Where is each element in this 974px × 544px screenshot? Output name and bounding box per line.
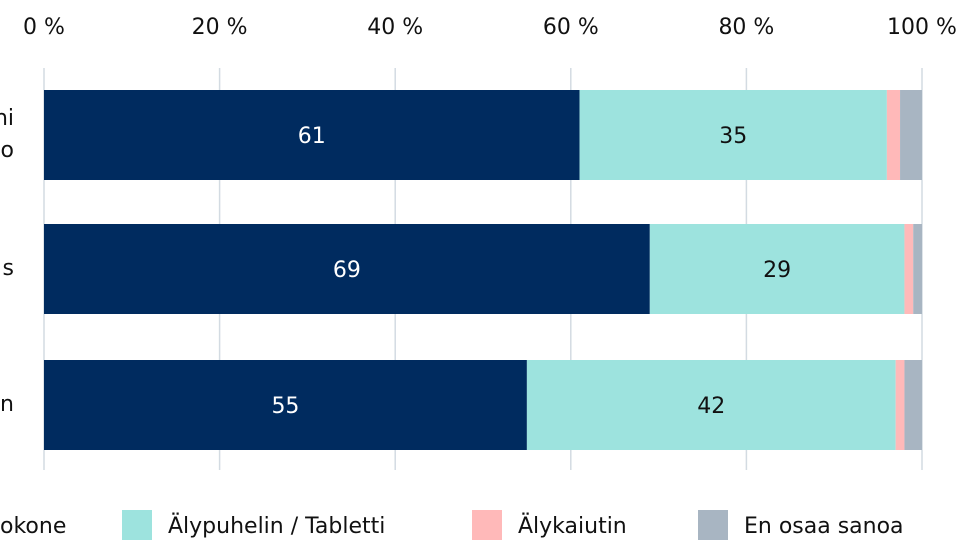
data-label: 61 bbox=[298, 124, 326, 149]
category-label: n bbox=[0, 392, 14, 417]
bar-segment bbox=[44, 90, 580, 180]
data-label: 69 bbox=[333, 258, 361, 283]
bar-segment bbox=[44, 224, 650, 314]
bar-segment bbox=[895, 360, 905, 450]
bar-segment bbox=[579, 90, 887, 180]
category-label: o bbox=[1, 138, 14, 163]
legend-label: okone bbox=[0, 514, 66, 539]
bar-segment bbox=[900, 90, 922, 180]
bar-segment bbox=[44, 360, 527, 450]
legend-swatch bbox=[122, 510, 152, 540]
legend-label: En osaa sanoa bbox=[744, 514, 904, 539]
category-label: ni bbox=[0, 106, 14, 131]
x-tick-label: 60 % bbox=[543, 15, 599, 40]
bar-segment bbox=[904, 360, 922, 450]
legend-swatch bbox=[472, 510, 502, 540]
x-tick-label: 80 % bbox=[718, 15, 774, 40]
data-label: 42 bbox=[697, 394, 725, 419]
bar-segment bbox=[649, 224, 905, 314]
x-tick-label: 40 % bbox=[367, 15, 423, 40]
x-tick-label: 0 % bbox=[23, 15, 65, 40]
bar-segment bbox=[913, 224, 922, 314]
legend-label: Älypuhelin / Tabletti bbox=[168, 513, 385, 539]
data-label: 55 bbox=[271, 394, 299, 419]
x-tick-label: 100 % bbox=[887, 15, 957, 40]
data-label: 35 bbox=[719, 124, 747, 149]
legend-swatch bbox=[698, 510, 728, 540]
data-label: 29 bbox=[763, 258, 791, 283]
x-tick-label: 20 % bbox=[192, 15, 248, 40]
legend-label: Älykaiutin bbox=[518, 513, 627, 539]
bar-segment bbox=[526, 360, 896, 450]
category-label: s bbox=[3, 256, 14, 281]
bar-segment bbox=[904, 224, 914, 314]
bar-segment bbox=[886, 90, 901, 180]
